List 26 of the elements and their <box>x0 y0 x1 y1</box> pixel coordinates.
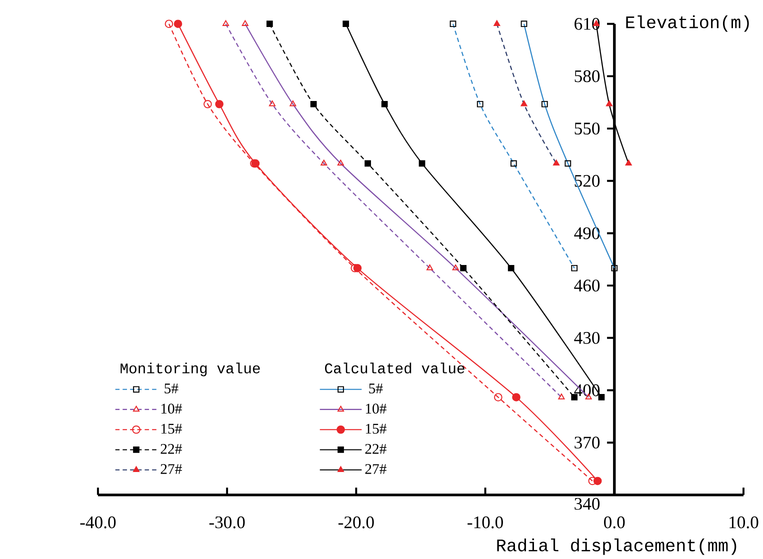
x-axis-title: Radial displacement(mm) <box>497 538 736 555</box>
x-tick-label: 10.0 <box>730 516 758 528</box>
y-tick-label: 460 <box>574 280 600 292</box>
x-tick-label: -20.0 <box>338 516 374 528</box>
y-tick-label: 580 <box>574 70 600 82</box>
legend-label: 5# <box>369 384 383 394</box>
x-tick-label: 0.0 <box>604 516 625 528</box>
annotation: Calculated value <box>325 362 464 374</box>
legend-label: 27# <box>365 464 386 474</box>
annotation: Monitoring value <box>120 362 260 376</box>
legend-label: 10# <box>366 404 386 414</box>
legend-label: 15# <box>161 424 182 434</box>
legend-label: 15# <box>366 424 386 434</box>
y-tick-label: 370 <box>574 436 600 449</box>
y-axis-title: Elevation(m) <box>626 15 749 32</box>
legend-label: 10# <box>161 404 182 414</box>
legend-label: 5# <box>164 384 178 394</box>
y-tick-label: 430 <box>574 332 600 344</box>
x-tick-label: -10.0 <box>468 516 503 528</box>
legend-label: 27# <box>160 464 182 474</box>
y-tick-label: 550 <box>574 122 600 135</box>
legend-label: 22# <box>365 444 386 454</box>
x-tick-label: -30.0 <box>209 516 245 528</box>
y-tick-label: 340 <box>574 498 600 510</box>
legend-label: 22# <box>160 444 182 454</box>
x-tick-label: -40.0 <box>80 516 116 528</box>
